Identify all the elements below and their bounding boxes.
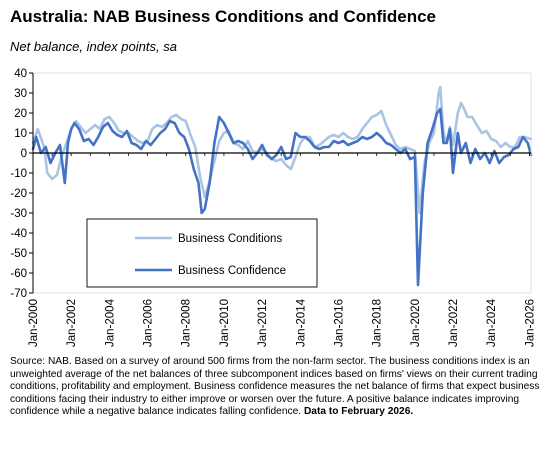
x-tick-label: Jan-2000 [28,299,40,347]
y-tick-label: -60 [10,268,27,280]
legend: Business Conditions Business Confidence [86,218,318,288]
y-tick-label: 40 [14,68,27,80]
y-tick-label: -10 [10,168,27,180]
x-tick-label: Jan-2024 [486,298,498,347]
chart-subtitle: Net balance, index points, sa [10,39,177,54]
legend-label: Business Conditions [178,233,282,245]
footnote-text: Source: NAB. Based on a survey of around… [10,356,540,418]
y-tick-label: -40 [10,228,27,240]
x-tick-label: Jan-2018 [372,299,384,347]
x-tick-label: Jan-2008 [181,299,193,347]
footnote-data-date: Data to February 2026. [303,406,414,418]
x-tick-label: Jan-2016 [333,299,345,347]
x-tick-label: Jan-2014 [295,298,307,347]
y-tick-label: 10 [14,128,27,140]
x-tick-label: Jan-2012 [257,299,269,347]
y-tick-label: -20 [10,188,27,200]
legend-box [86,218,318,288]
x-tick-label: Jan-2004 [104,298,116,347]
y-tick-label: -50 [10,248,27,260]
chart-title: Australia: NAB Business Conditions and C… [10,7,436,26]
legend-label: Business Confidence [178,265,286,277]
x-tick-label: Jan-2022 [448,299,460,347]
x-tick-label: Jan-2002 [66,299,78,347]
y-tick-label: 20 [14,108,27,120]
y-tick-label: 30 [14,88,27,100]
x-tick-label: Jan-2010 [219,299,231,347]
y-tick-label: 0 [21,148,27,160]
y-tick-label: -30 [10,208,27,220]
chart-footnote: Source: NAB. Based on a survey of around… [10,356,543,419]
x-tick-label: Jan-2006 [143,299,155,347]
x-tick-label: Jan-2026 [524,299,536,347]
y-tick-label: -70 [10,288,27,300]
x-tick-label: Jan-2020 [410,299,422,347]
